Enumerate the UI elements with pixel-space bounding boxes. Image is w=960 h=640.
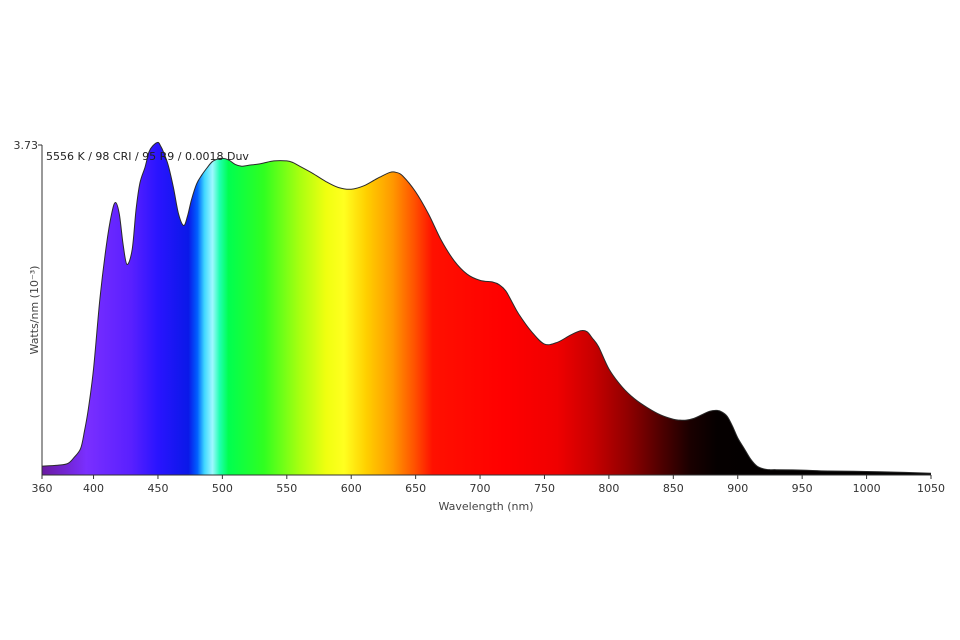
x-tick-label: 850 <box>663 482 684 495</box>
chart-annotation: 5556 K / 98 CRI / 95 R9 / 0.0018 Duv <box>46 150 249 163</box>
x-tick-label: 1050 <box>917 482 945 495</box>
x-tick-label: 750 <box>534 482 555 495</box>
x-axis-title: Wavelength (nm) <box>438 500 533 513</box>
x-tick-label: 900 <box>727 482 748 495</box>
x-tick-label: 360 <box>32 482 53 495</box>
x-tick-label: 1000 <box>853 482 881 495</box>
x-tick-label: 800 <box>598 482 619 495</box>
y-axis-title: Watts/nm (10⁻³) <box>28 266 41 355</box>
y-tick-label-max: 3.73 <box>14 139 39 152</box>
spectrum-series-area <box>42 142 931 475</box>
x-tick-label: 450 <box>147 482 168 495</box>
spectrum-area <box>41 141 932 475</box>
x-tick-label: 550 <box>276 482 297 495</box>
spectrum-series-outline <box>41 141 932 474</box>
x-tick-label: 600 <box>341 482 362 495</box>
x-tick-label: 950 <box>792 482 813 495</box>
x-tick-label: 500 <box>212 482 233 495</box>
x-tick-label: 700 <box>470 482 491 495</box>
x-tick-label: 400 <box>83 482 104 495</box>
x-axis-ticks: 360 400 450 500 550 600 650 700 750 800 850 900 950 1… <box>32 475 945 495</box>
x-tick-label: 650 <box>405 482 426 495</box>
